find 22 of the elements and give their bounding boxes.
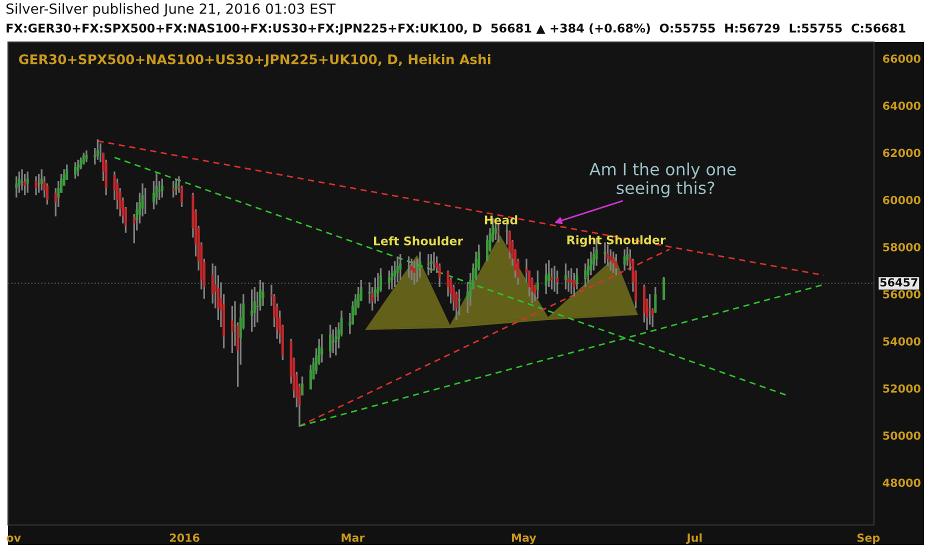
y-tick-label: 62000	[883, 148, 920, 158]
ref-line-label: 56457	[880, 278, 918, 287]
y-tick-label: 52000	[883, 384, 920, 393]
text: GER30+SPX500+NAS100+US30+JPN225+UK100, D, Heikin Ashi	[19, 54, 490, 67]
x-tick-label: Jul	[686, 533, 702, 544]
x-tick-label: 2016	[170, 534, 200, 542]
y-tick-label: 64000	[883, 102, 920, 110]
annotation: Am I the only one seeing this?	[589, 162, 736, 198]
x-tick-label: Mar	[342, 534, 365, 542]
y-tick-label: 48000	[882, 478, 920, 487]
y-tick-label: 50000	[883, 431, 920, 440]
annotation: Left Shoulder	[374, 236, 464, 246]
y-tick-label: 54000	[883, 337, 920, 346]
x-tick-label: May	[512, 534, 536, 544]
y-tick-label: 66000	[883, 54, 920, 63]
annotation: Head	[484, 215, 518, 224]
text: Silver-Silver published June 21, 2016 01:03 EST	[6, 3, 336, 17]
y-tick-label: 56000	[883, 290, 920, 298]
x-tick-label: Sep	[857, 534, 880, 544]
y-tick-label: 60000	[883, 196, 920, 204]
text: FX:GER30+FX:SPX500+FX:NAS100+FX:US30+FX:JPN225+FX:UK100, D 56681 ▲ +384 (+0.68%) O:55755 H:56729 L:55755 C:56681	[6, 23, 906, 35]
y-tick-label: 58000	[883, 242, 920, 252]
